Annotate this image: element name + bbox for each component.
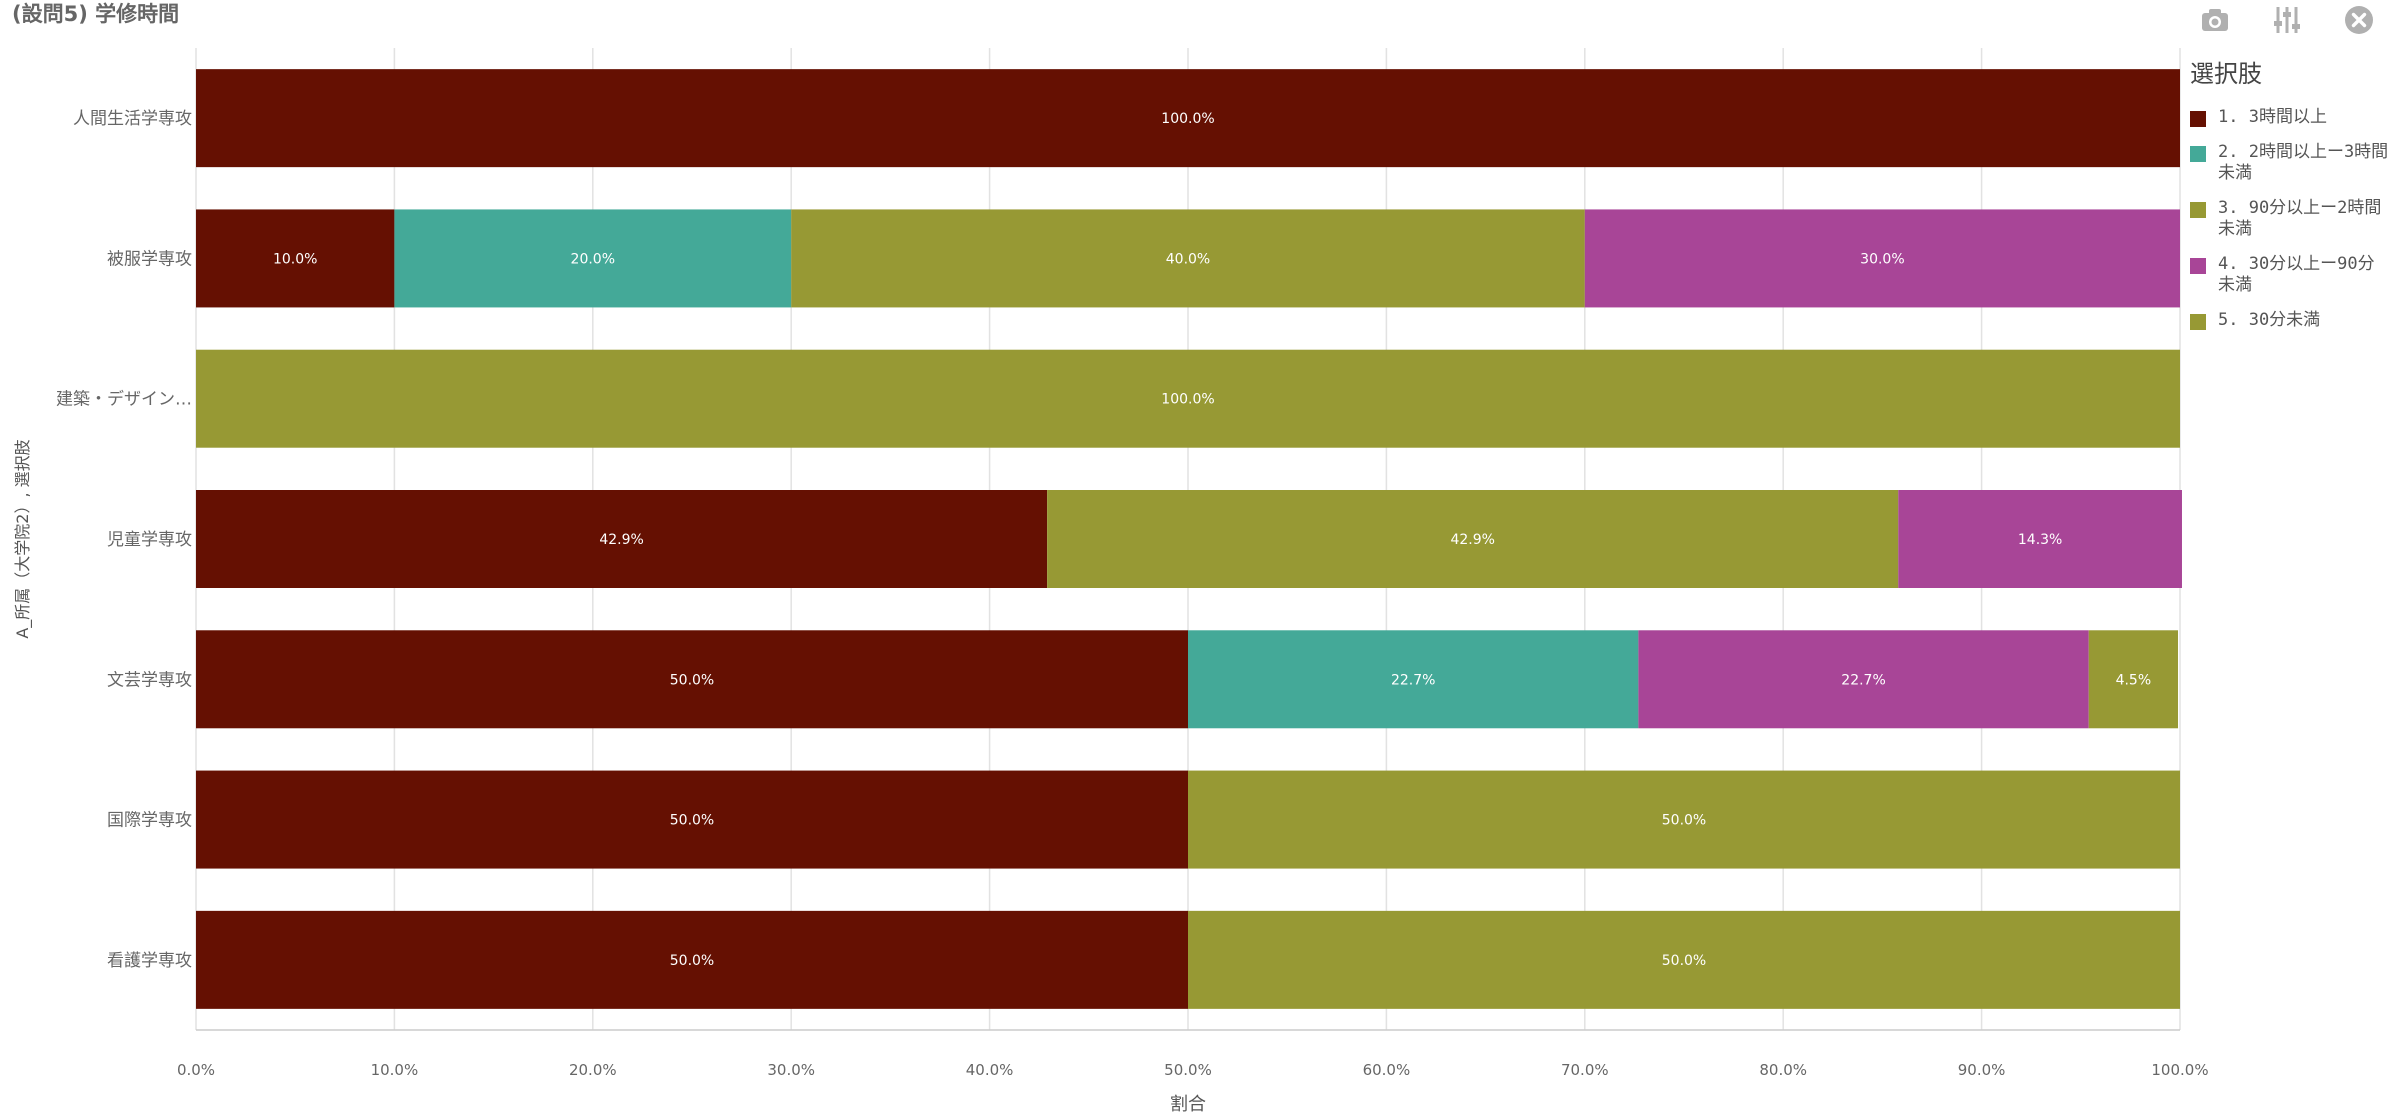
bar-segment [1188, 770, 2180, 869]
y-category-label: 看護学専攻 [107, 951, 192, 971]
bar-segment [1584, 209, 2180, 308]
legend-label: 2. 2時間以上ー3時間未満 [2218, 142, 2389, 183]
x-tick-label: 100.0% [2151, 1061, 2208, 1079]
legend-label: 4. 30分以上ー90分未満 [2218, 254, 2375, 295]
legend-swatch [2190, 314, 2206, 330]
data-label: 22.7% [1391, 672, 1435, 688]
y-category-label: 人間生活学専攻 [73, 109, 192, 129]
legend-item[interactable]: 4. 30分以上ー90分未満 [2190, 254, 2390, 296]
y-category-label: 被服学専攻 [107, 249, 192, 269]
legend-swatch [2190, 146, 2206, 162]
data-label: 100.0% [1161, 392, 1214, 408]
data-label: 50.0% [1662, 953, 1706, 969]
x-tick-label: 70.0% [1561, 1061, 1609, 1079]
bar-segment [791, 209, 1585, 308]
chart-title: (設問5) 学修時間 [12, 2, 180, 26]
data-label: 42.9% [1450, 532, 1494, 548]
bar-segment [196, 209, 395, 308]
legend-swatch [2190, 111, 2206, 127]
y-category-label: 文芸学専攻 [107, 670, 192, 690]
legend-label: 5. 30分未満 [2218, 310, 2321, 330]
y-axis-title: A_所属（大学院2）, 選択肢 [13, 439, 33, 638]
x-tick-label: 30.0% [767, 1061, 815, 1079]
x-tick-label: 40.0% [966, 1061, 1014, 1079]
bar-segment [1047, 490, 1899, 588]
data-label: 50.0% [670, 672, 714, 688]
bar-segment [394, 209, 792, 308]
legend-title: 選択肢 [2190, 60, 2262, 88]
data-label: 50.0% [670, 813, 714, 829]
sliders-icon[interactable] [2268, 1, 2306, 39]
bar-segment [196, 770, 1188, 869]
legend-swatch [2190, 202, 2206, 218]
data-label: 50.0% [670, 953, 714, 969]
bar-segment [196, 490, 1048, 588]
camera-icon[interactable] [2196, 1, 2234, 39]
data-label: 22.7% [1841, 672, 1885, 688]
x-tick-label: 90.0% [1958, 1061, 2006, 1079]
data-label: 14.3% [2018, 532, 2062, 548]
data-label: 10.0% [273, 251, 317, 267]
bar-segment [2088, 630, 2179, 729]
x-tick-label: 10.0% [371, 1061, 419, 1079]
bar-segment [1898, 490, 2182, 588]
data-label: 40.0% [1166, 251, 1210, 267]
legend-swatch [2190, 258, 2206, 274]
legend-item[interactable]: 1. 3時間以上 [2190, 107, 2390, 128]
data-label: 100.0% [1161, 111, 1214, 127]
y-category-label: 建築・デザイン… [56, 389, 192, 410]
legend-item[interactable]: 2. 2時間以上ー3時間未満 [2190, 142, 2390, 184]
data-label: 4.5% [2116, 672, 2152, 688]
bar-segment [196, 630, 1188, 729]
x-tick-label: 50.0% [1164, 1061, 1212, 1079]
data-label: 20.0% [571, 251, 615, 267]
close-icon[interactable] [2340, 1, 2378, 39]
x-tick-label: 0.0% [177, 1061, 215, 1079]
y-category-label: 児童学専攻 [107, 530, 192, 550]
bar-segment [196, 69, 2180, 168]
legend-item[interactable]: 3. 90分以上ー2時間未満 [2190, 198, 2390, 240]
data-label: 50.0% [1662, 813, 1706, 829]
x-tick-label: 60.0% [1363, 1061, 1411, 1079]
data-label: 42.9% [599, 532, 643, 548]
x-tick-label: 80.0% [1759, 1061, 1807, 1079]
bar-segment [196, 910, 1188, 1009]
x-axis-title: 割合 [1170, 1094, 1206, 1115]
bar-segment [1638, 630, 2089, 729]
bar-segment [1188, 630, 1639, 729]
legend-label: 1. 3時間以上 [2218, 107, 2327, 127]
legend-label: 3. 90分以上ー2時間未満 [2218, 198, 2382, 239]
x-tick-label: 20.0% [569, 1061, 617, 1079]
bar-segment [1188, 910, 2180, 1009]
y-category-label: 国際学専攻 [107, 811, 192, 831]
bar-segment [196, 349, 2180, 448]
legend-item[interactable]: 5. 30分未満 [2190, 310, 2390, 331]
data-label: 30.0% [1860, 251, 1904, 267]
chart-toolbar [2196, 0, 2394, 40]
legend: 選択肢 1. 3時間以上 2. 2時間以上ー3時間未満 3. 90分以上ー2時間… [2190, 54, 2390, 345]
